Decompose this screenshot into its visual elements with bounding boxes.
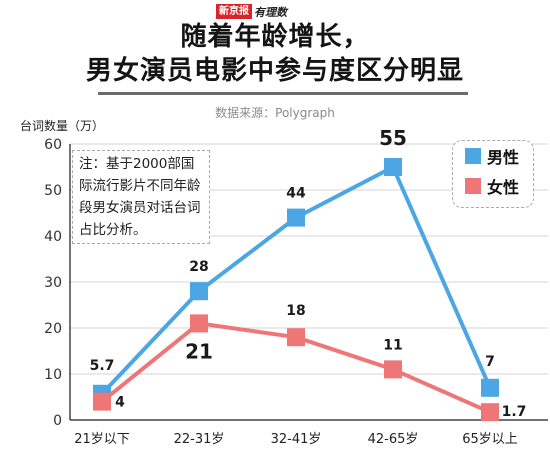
data-point-male: [287, 208, 305, 227]
data-point-female: [287, 328, 305, 347]
data-label-male: 5.7: [90, 358, 115, 374]
legend: 男性 女性: [452, 140, 534, 208]
data-source: 数据来源：Polygraph: [215, 106, 335, 120]
x-tick-label: 21岁以下: [74, 432, 130, 447]
data-point-female: [93, 392, 111, 411]
y-tick-label: 10: [44, 367, 62, 383]
chart-note: 注：基于2000部国际流行影片不同年龄段男女演员对话台词占比分析。: [72, 150, 210, 244]
chart-title-line1: 随着年龄增长，: [180, 22, 370, 52]
data-label-female: 4: [115, 395, 125, 411]
data-point-male: [384, 158, 402, 176]
data-point-male: [481, 378, 499, 397]
data-label-female: 1.7: [502, 404, 527, 420]
title-underline: [98, 92, 468, 95]
data-label-female: 18: [286, 303, 305, 319]
data-label-female: 11: [383, 337, 402, 353]
x-tick-label: 22-31岁: [174, 432, 225, 447]
legend-swatch-male: [465, 148, 481, 164]
y-tick-label: 40: [44, 229, 62, 245]
y-tick-label: 30: [44, 275, 62, 291]
data-label-female: 21: [185, 339, 213, 363]
data-point-female: [481, 403, 499, 422]
chart-title: 随着年龄增长， 男女演员电影中参与度区分明显: [0, 20, 550, 88]
legend-item-female: 女性: [453, 171, 533, 201]
data-point-male: [190, 282, 208, 301]
data-label-male: 44: [286, 186, 306, 202]
y-axis-label: 台词数量（万）: [20, 119, 105, 133]
x-tick-label: 42-65岁: [368, 432, 419, 447]
x-tick-label: 65岁以上: [462, 432, 518, 447]
y-tick-label: 60: [44, 137, 62, 153]
y-tick-label: 50: [44, 183, 62, 199]
legend-item-male: 男性: [453, 141, 533, 171]
x-tick-label: 32-41岁: [271, 432, 322, 447]
brand-logo: 新京报 有理数: [216, 4, 287, 19]
brand-logo-script: 有理数: [254, 5, 287, 19]
data-label-male: 28: [189, 259, 208, 275]
legend-label-male: 男性: [487, 148, 520, 167]
data-label-male: 55: [379, 126, 407, 150]
data-point-female: [190, 314, 208, 333]
y-tick-label: 20: [44, 321, 62, 337]
data-point-female: [384, 360, 402, 379]
data-label-male: 7: [485, 354, 495, 370]
legend-label-female: 女性: [487, 178, 520, 197]
y-tick-label: 0: [53, 413, 62, 429]
legend-swatch-female: [465, 178, 481, 194]
chart-title-line2: 男女演员电影中参与度区分明显: [85, 56, 464, 86]
brand-logo-red: 新京报: [216, 4, 252, 19]
